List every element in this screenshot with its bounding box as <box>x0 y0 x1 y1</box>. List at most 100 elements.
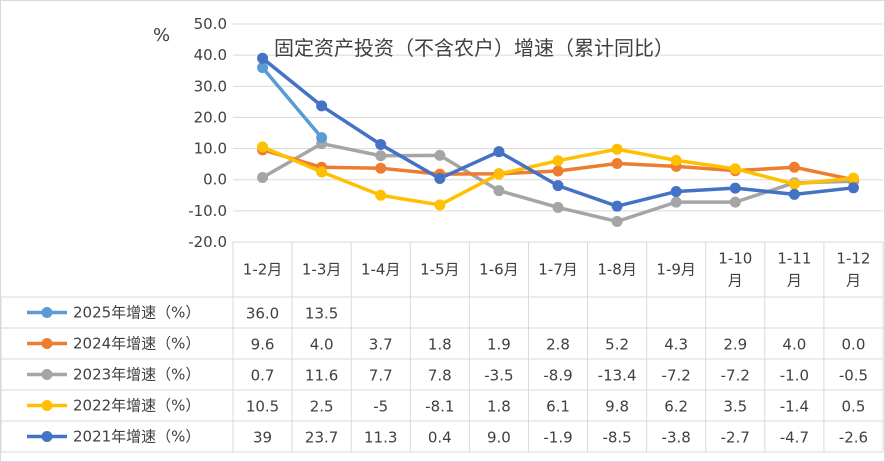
category-label: 1-7月 <box>538 261 578 279</box>
legend-marker <box>41 307 53 318</box>
data-point <box>257 62 269 74</box>
table-row: 2022年增速（%） 10.5 2.5 -5 -8.1 1.8 6.1 9.8 6.2 3.5 -1… <box>27 397 865 416</box>
data-point <box>729 182 741 194</box>
data-table-cell: 2.9 <box>723 336 747 354</box>
data-table-cell: 9.0 <box>487 429 511 447</box>
data-point <box>316 100 328 112</box>
data-table-cell: 7.7 <box>369 367 393 385</box>
series-3 <box>257 141 859 211</box>
y-axis-tick-labels: 50.0 40.0 30.0 20.0 10.0 0.0 -10.0 -20.0 <box>188 15 227 251</box>
legend-series-name: 2025年增速（%） <box>73 304 200 322</box>
series-lines <box>257 52 859 227</box>
data-point <box>257 52 269 64</box>
data-table-cell: -7.2 <box>721 367 750 385</box>
data-table-cell: -4.7 <box>780 429 809 447</box>
data-table-cell: 1.8 <box>428 336 452 354</box>
data-point <box>611 215 623 227</box>
data-table-cell: 0.5 <box>842 398 866 416</box>
data-point <box>552 201 564 213</box>
data-table-cell: -8.1 <box>425 398 454 416</box>
data-table-cell: 1.8 <box>487 398 511 416</box>
data-point <box>611 158 623 170</box>
chart-title: 固定资产投资（不含农户）增速（累计同比） <box>274 36 674 60</box>
data-point <box>257 172 269 184</box>
data-point <box>670 154 682 166</box>
data-table-cell: 0.7 <box>251 367 275 385</box>
data-point <box>552 165 564 177</box>
data-point <box>316 132 328 144</box>
data-table-cell: -7.2 <box>662 367 691 385</box>
y-axis-unit-label: % <box>153 25 170 46</box>
data-point <box>847 172 859 184</box>
y-tick-label: -10.0 <box>188 202 227 220</box>
data-table-cell: 11.3 <box>364 429 397 447</box>
data-table-cell: 11.6 <box>305 367 338 385</box>
data-table-cell: -8.5 <box>602 429 631 447</box>
y-tick-label: 0.0 <box>203 171 227 189</box>
legend-marker <box>41 338 53 349</box>
category-label: 1-10 <box>718 250 752 268</box>
data-table-cell: 0.0 <box>842 336 866 354</box>
data-point <box>552 180 564 192</box>
data-table-cell: 9.8 <box>605 398 629 416</box>
data-table-cell: 4.0 <box>310 336 334 354</box>
data-table-cell: 3.7 <box>369 336 393 354</box>
legend-series-name: 2022年增速（%） <box>73 397 200 415</box>
data-table-cell: 0.4 <box>428 429 452 447</box>
table-row: 2021年增速（%） 39 23.7 11.3 0.4 9.0 -1.9 -8.5 -3.8 -2… <box>27 428 868 447</box>
data-point <box>611 200 623 212</box>
data-table-cell: 4.3 <box>664 336 688 354</box>
data-table-cell: -3.8 <box>662 429 691 447</box>
y-tick-label: -20.0 <box>188 233 227 251</box>
category-label: 月 <box>846 272 861 290</box>
category-label: 1-4月 <box>361 261 401 279</box>
data-table-cell: 3.5 <box>723 398 747 416</box>
series-4 <box>257 52 859 212</box>
data-table-cell: 1.9 <box>487 336 511 354</box>
data-point <box>729 196 741 208</box>
category-label: 1-9月 <box>656 261 696 279</box>
data-point <box>788 178 800 190</box>
data-table-cell: -13.4 <box>598 367 637 385</box>
data-point <box>493 146 505 158</box>
legend-marker <box>41 369 53 380</box>
y-tick-label: 40.0 <box>194 46 227 64</box>
data-point <box>788 161 800 173</box>
category-label: 1-5月 <box>420 261 460 279</box>
data-table-cell: 6.1 <box>546 398 570 416</box>
data-point <box>670 186 682 198</box>
y-tick-label: 10.0 <box>194 140 227 158</box>
data-table-cell: 10.5 <box>246 398 279 416</box>
data-table-cell: 13.5 <box>305 305 338 323</box>
data-table-cell: 2.8 <box>546 336 570 354</box>
legend-table-rows: 2025年增速（%） 36.0 13.5 2024年增速（%） 9.6 4.0 3.7 1.8… <box>27 304 868 447</box>
legend-series-name: 2024年增速（%） <box>73 335 200 353</box>
data-point <box>375 139 387 151</box>
data-table-cell: 39 <box>253 429 272 447</box>
data-table-cell: 7.8 <box>428 367 452 385</box>
series-line <box>260 65 324 140</box>
category-label: 1-6月 <box>479 261 519 279</box>
category-label: 月 <box>728 272 743 290</box>
data-table-cell: -3.5 <box>484 367 513 385</box>
data-point <box>670 196 682 208</box>
data-table-grid <box>1 242 884 453</box>
category-label: 1-8月 <box>597 261 637 279</box>
category-label: 1-12 <box>836 250 870 268</box>
category-label: 1-3月 <box>302 261 342 279</box>
data-table-cell: -5 <box>373 398 388 416</box>
y-tick-label: 30.0 <box>194 77 227 95</box>
table-row: 2025年增速（%） 36.0 13.5 <box>27 304 338 323</box>
data-table-cell: 4.0 <box>782 336 806 354</box>
legend-marker <box>41 431 53 442</box>
category-label: 1-11 <box>777 250 811 268</box>
data-table-cell: -2.6 <box>839 429 868 447</box>
data-point <box>788 188 800 200</box>
data-table-cell: -1.0 <box>780 367 809 385</box>
data-point <box>434 172 446 184</box>
data-point <box>375 150 387 162</box>
data-table-cell: -1.4 <box>780 398 809 416</box>
data-point <box>493 168 505 180</box>
